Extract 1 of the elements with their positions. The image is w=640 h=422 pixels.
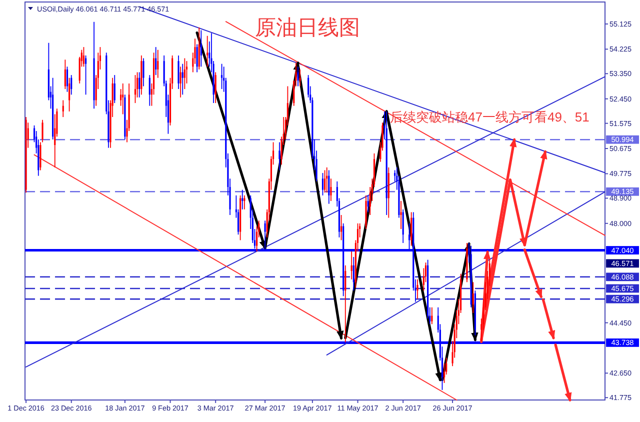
text: 原油日线图: [255, 16, 360, 40]
